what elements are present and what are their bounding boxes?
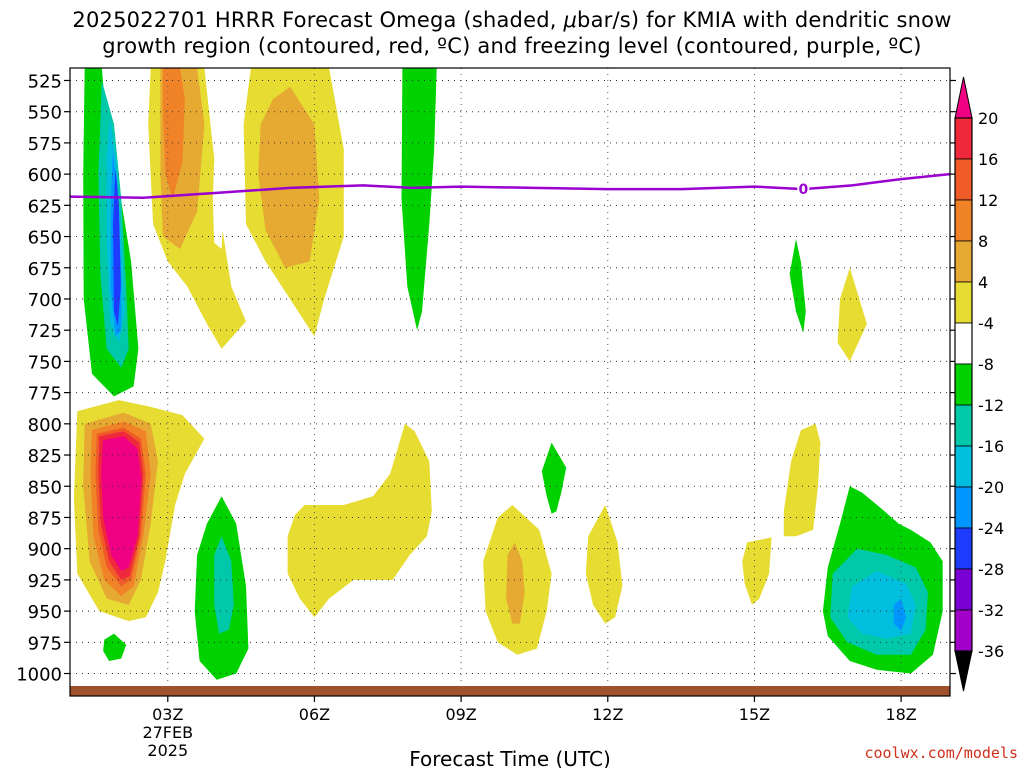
colorbar-label: -4 — [978, 314, 994, 333]
y-tick-label: 725 — [28, 321, 62, 342]
x-tick-label: 12Z — [592, 705, 623, 724]
chart-title-line-1: 2025022701 HRRR Forecast Omega (shaded, … — [72, 8, 952, 32]
colorbar-label: -24 — [978, 519, 1004, 538]
x-tick-label: 03Z — [152, 705, 183, 724]
x-tick-sublabel: 2025 — [147, 741, 188, 760]
omega-shaded-region — [214, 536, 234, 634]
colorbar-bottom-arrow — [954, 650, 973, 692]
colorbar-band — [954, 158, 973, 201]
y-tick-label: 975 — [28, 633, 62, 654]
y-tick-label: 775 — [28, 384, 62, 405]
y-tick-label: 675 — [28, 259, 62, 280]
colorbar-band — [954, 404, 973, 447]
y-tick-label: 700 — [28, 290, 62, 311]
y-tick-label: 800 — [28, 415, 62, 436]
y-tick-label: 625 — [28, 196, 62, 217]
colorbar-label: -28 — [978, 560, 1004, 579]
terrain-band — [70, 686, 950, 696]
colorbar-band — [954, 322, 973, 365]
omega-shaded-region — [258, 86, 320, 268]
x-tick-label: 06Z — [299, 705, 330, 724]
y-tick-label: 850 — [28, 477, 62, 498]
colorbar-label: -20 — [978, 478, 1004, 497]
freezing-level-contour — [70, 172, 950, 200]
y-tick-label: 875 — [28, 508, 62, 529]
colorbar-band — [954, 609, 973, 652]
y-tick-label: 575 — [28, 134, 62, 155]
y-tick-label: 950 — [28, 602, 62, 623]
colorbar-band — [954, 527, 973, 570]
x-tick-label: 18Z — [885, 705, 916, 724]
x-tick-label: 15Z — [739, 705, 770, 724]
y-tick-label: 925 — [28, 571, 62, 592]
omega-shaded-region — [103, 633, 127, 661]
omega-shaded-region — [506, 542, 525, 624]
website-watermark: coolwx.com/models — [864, 744, 1018, 762]
omega-shaded-region — [101, 436, 142, 572]
omega-shaded-region — [162, 68, 185, 200]
y-tick-label: 550 — [28, 103, 62, 124]
colorbar-top-arrow — [954, 76, 973, 119]
colorbar-label: 20 — [978, 109, 998, 128]
colorbar-label: -16 — [978, 437, 1004, 456]
y-tick-label: 600 — [28, 165, 62, 186]
omega-shaded-region — [401, 68, 437, 331]
colorbar-label: -8 — [978, 355, 994, 374]
omega-shaded-region — [789, 239, 806, 333]
y-tick-label: 750 — [28, 352, 62, 373]
colorbar-frame — [954, 117, 973, 652]
colorbar-label: 12 — [978, 191, 998, 210]
colorbar-band — [954, 486, 973, 529]
omega-shaded-region — [893, 598, 906, 632]
colorbar-label: -12 — [978, 396, 1004, 415]
colorbar-label: 4 — [978, 273, 988, 292]
omega-shaded-region — [541, 442, 567, 514]
x-axis-label: Forecast Time (UTC) — [409, 747, 611, 768]
y-tick-label: 1000 — [16, 665, 62, 686]
omega-shaded-region — [742, 537, 772, 605]
colorbar-band — [954, 363, 973, 406]
freezing-level-label: 0 — [798, 182, 808, 198]
colorbar-band — [954, 240, 973, 283]
omega-shaded-region — [783, 423, 821, 537]
omega-shaded-region — [837, 267, 867, 362]
y-tick-label: 900 — [28, 540, 62, 561]
y-tick-label: 825 — [28, 446, 62, 467]
colorbar-label: -32 — [978, 601, 1004, 620]
colorbar-band — [954, 117, 973, 160]
omega-shaded-region — [287, 423, 432, 618]
omega-shaded-region — [585, 505, 623, 624]
x-tick-label: 09Z — [445, 705, 476, 724]
chart-title-line-2: growth region (contoured, red, ºC) and f… — [102, 34, 922, 58]
colorbar-band — [954, 445, 973, 488]
plot-frame — [69, 67, 951, 697]
colorbar-band — [954, 281, 973, 324]
colorbar-band — [954, 199, 973, 242]
colorbar-band — [954, 568, 973, 611]
colorbar-label: 16 — [978, 150, 998, 169]
x-tick-sublabel: 27FEB — [142, 723, 193, 742]
omega-shaded-region — [113, 167, 121, 327]
colorbar-label: 8 — [978, 232, 988, 251]
colorbar-label: -36 — [978, 642, 1004, 661]
y-tick-label: 525 — [28, 71, 62, 92]
y-tick-label: 650 — [28, 228, 62, 249]
freezing-level-label-bg — [797, 181, 810, 197]
